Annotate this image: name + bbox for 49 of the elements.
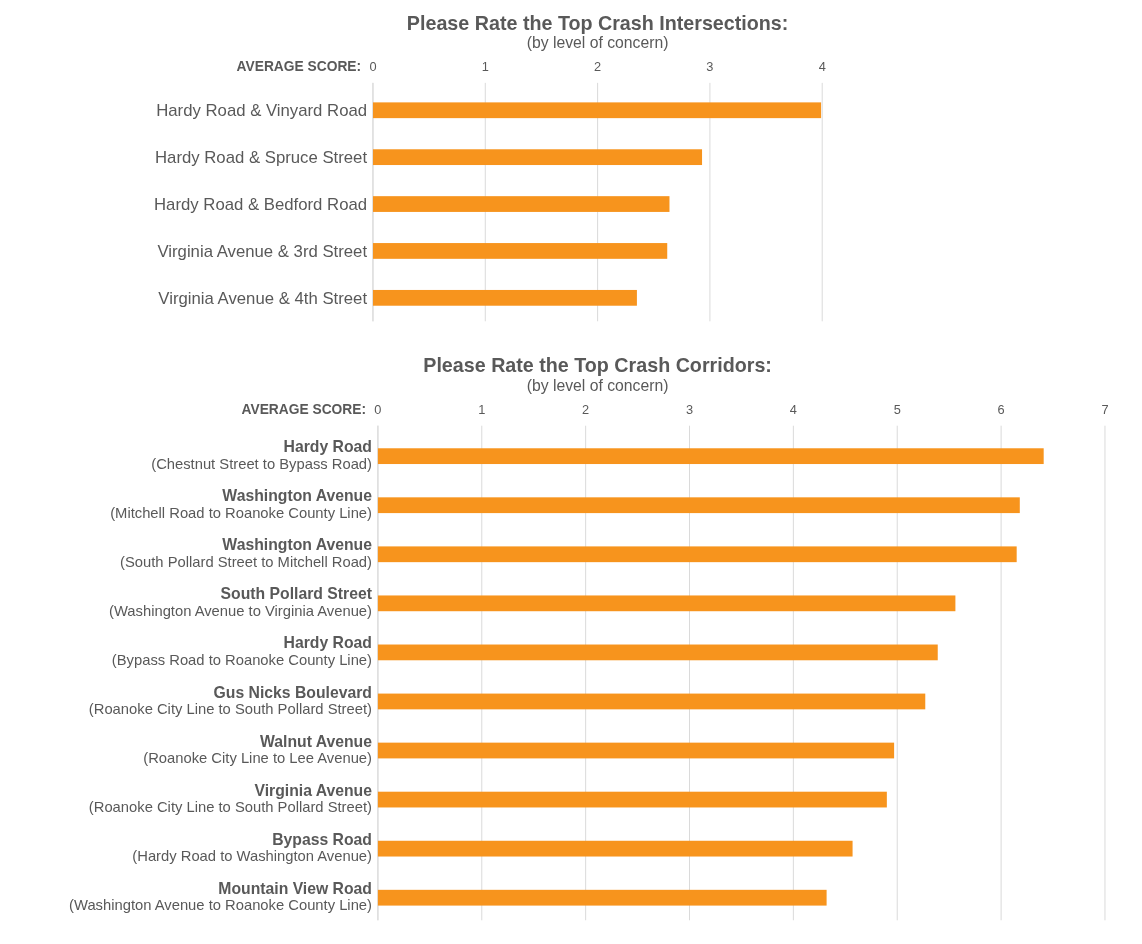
x-tick-label: 1 [478, 401, 486, 417]
y-tick-label: Bypass Road (Hardy Road to Washington Avenue) [132, 830, 372, 865]
x-tick-label: 2 [594, 59, 602, 75]
bar [377, 693, 926, 710]
x-axis-title: AVERAGE SCORE: [236, 59, 362, 75]
y-tick-label: Hardy Road (Chestnut Street to Bypass Road) [151, 438, 372, 472]
bar [377, 448, 1044, 465]
y-tick-label: Hardy Road & Bedford Road [154, 194, 368, 214]
bar [377, 791, 887, 808]
chart-subtitle: (by level of concern) [526, 34, 669, 52]
y-tick-label: Hardy Road & Spruce Street [154, 148, 368, 168]
x-tick-label: 4 [818, 59, 826, 75]
bar [372, 289, 637, 306]
x-tick-label: 2 [582, 401, 590, 417]
x-tick-label: 3 [706, 59, 714, 75]
bar [377, 546, 1017, 563]
y-tick-label: Gus Nicks Boulevard (Roanoke City Line to South Pollard Street) [88, 683, 372, 718]
chart-title: Please Rate the Top Crash Intersections: [406, 11, 789, 34]
y-tick-label: Virginia Avenue & 3rd Street [157, 241, 368, 261]
x-tick-label: 7 [1101, 401, 1109, 417]
x-tick-label: 1 [481, 59, 489, 75]
y-tick-label: Virginia Avenue (Roanoke City Line to South Pollard Street) [88, 781, 373, 816]
x-tick-label: 3 [685, 401, 694, 417]
bar [377, 497, 1020, 514]
bar [377, 840, 853, 857]
y-tick-label: Mountain View Road (Washington Avenue to Roanoke County Line) [69, 879, 372, 914]
x-tick-label: 4 [789, 401, 797, 417]
chart-title: Please Rate the Top Crash Corridors: [423, 354, 772, 377]
bar [377, 742, 895, 759]
bar [372, 149, 703, 166]
y-tick-label: Hardy Road & Vinyard Road [156, 101, 368, 121]
x-tick-label: 0 [374, 401, 382, 417]
bar [372, 243, 668, 259]
y-tick-label: Washington Avenue (South Pollard Street to Mitchell Road) [120, 536, 373, 571]
bar [377, 889, 827, 906]
x-tick-label: 0 [369, 59, 377, 75]
chart-subtitle: (by level of concern) [526, 377, 669, 395]
y-tick-label: South Pollard Street (Washington Avenue to Virginia Avenue) [109, 585, 373, 620]
y-tick-label: Virginia Avenue & 4th Street [158, 288, 368, 308]
bar [372, 196, 670, 212]
x-tick-label: 5 [893, 401, 901, 417]
bar [377, 644, 938, 661]
bar [377, 595, 956, 612]
bar [372, 102, 822, 119]
x-tick-label: 6 [997, 401, 1005, 417]
y-tick-label: Hardy Road (Bypass Road to Roanoke County Line) [111, 634, 372, 669]
y-tick-label: Walnut Avenue (Roanoke City Line to Lee Avenue) [143, 732, 373, 767]
y-tick-label: Washington Avenue (Mitchell Road to Roanoke County Line) [110, 487, 373, 522]
x-axis-title: AVERAGE SCORE: [241, 401, 367, 417]
